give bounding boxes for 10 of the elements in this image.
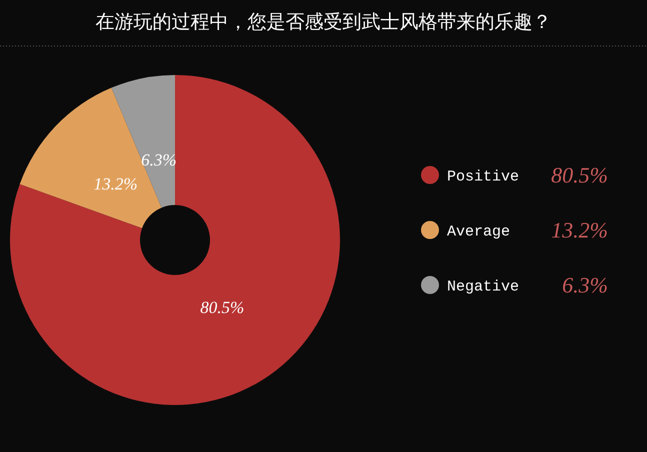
text: 13.2%: [551, 218, 608, 243]
legend-label: Negative: [447, 278, 520, 296]
text: 80.5%: [551, 162, 608, 188]
donut-slice: [10, 75, 340, 405]
legend-label: Positive: [447, 168, 520, 186]
text: 6.3%: [562, 272, 608, 298]
legend-label: Average: [447, 223, 510, 240]
data-label: 13.2%: [94, 174, 138, 194]
data-label: 80.5%: [200, 298, 244, 318]
chart-title: 在游玩的过程中，您是否感受到武士风格带来的乐趣？: [96, 11, 552, 33]
